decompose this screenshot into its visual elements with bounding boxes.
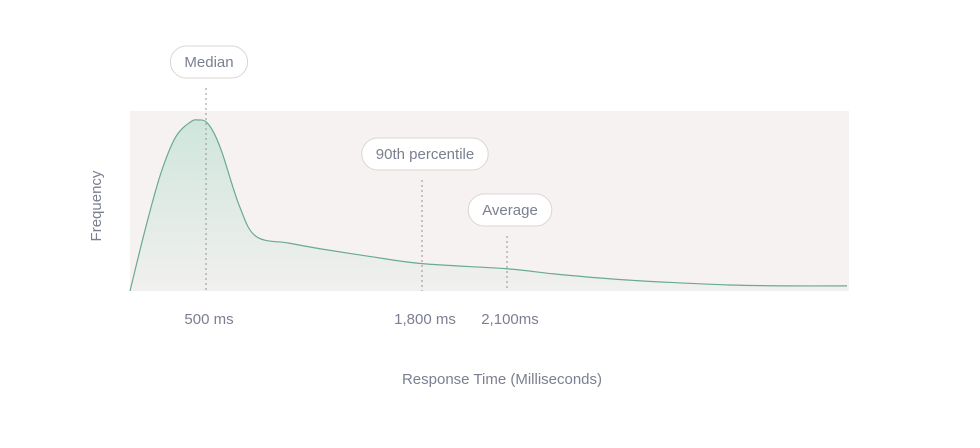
marker-label: 90th percentile xyxy=(376,146,474,163)
marker-pill: Median xyxy=(169,45,249,79)
marker-pill-box xyxy=(467,193,553,227)
marker-pill: 90th percentile xyxy=(361,137,489,171)
distribution-line xyxy=(129,119,848,292)
marker-label: Median xyxy=(184,54,233,71)
x-axis-label: Response Time (Milliseconds) xyxy=(402,371,602,388)
x-tick-labels: 500 ms 1,800 ms 2,100ms xyxy=(184,311,538,328)
x-tick-label: 500 ms xyxy=(184,311,233,328)
marker-layer: Median 90th percentile Average xyxy=(169,45,553,291)
x-tick-label: 2,100ms xyxy=(481,311,539,328)
distribution-area xyxy=(130,119,847,292)
marker-pill-box xyxy=(361,137,489,171)
y-axis-label: Frequency xyxy=(88,170,105,241)
marker-pill: Average xyxy=(467,193,553,227)
marker-pill-box xyxy=(169,45,249,79)
marker-label: Average xyxy=(482,202,538,219)
x-tick-label: 1,800 ms xyxy=(394,311,456,328)
